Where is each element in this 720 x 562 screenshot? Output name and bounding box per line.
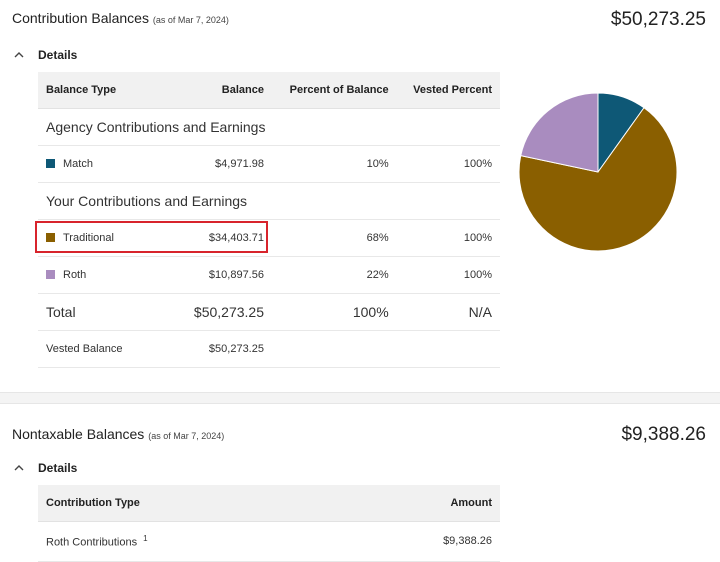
contribution-section-title: Contribution Balances (as of Mar 7, 2024… bbox=[12, 10, 229, 26]
table-row-match: Match $4,971.98 10% 100% bbox=[38, 145, 500, 183]
row-name: Roth bbox=[63, 268, 87, 281]
table-row-traditional: Traditional $34,403.71 68% 100% bbox=[38, 219, 500, 257]
row-balance: $4,971.98 bbox=[153, 145, 272, 183]
header-balance[interactable]: Balance bbox=[153, 72, 272, 109]
header-percent-of-balance[interactable]: Percent of Balance bbox=[271, 72, 397, 109]
row-vested: 100% bbox=[396, 145, 500, 183]
row-vested: 100% bbox=[396, 219, 500, 257]
contribution-title-text: Contribution Balances bbox=[12, 10, 149, 26]
pie-slice-roth[interactable] bbox=[520, 92, 599, 173]
header-contribution-type[interactable]: Contribution Type bbox=[38, 485, 336, 522]
group-row-agency: Agency Contributions and Earnings bbox=[38, 108, 500, 146]
vested-balance-value: $50,273.25 bbox=[153, 330, 272, 368]
nontaxable-balances-table: Contribution Type Amount Roth Contributi… bbox=[38, 485, 500, 562]
header-balance-type[interactable]: Balance Type bbox=[38, 72, 154, 109]
table-header-row: Contribution Type Amount bbox=[38, 485, 500, 522]
total-balance: $50,273.25 bbox=[153, 293, 272, 331]
nontaxable-section-title: Nontaxable Balances (as of Mar 7, 2024) bbox=[12, 426, 224, 442]
group-agency-label: Agency Contributions and Earnings bbox=[38, 108, 500, 146]
table-row-total: Total $50,273.25 100% N/A bbox=[38, 293, 500, 331]
row-balance: $10,897.56 bbox=[153, 256, 272, 294]
nontaxable-total: $9,388.26 bbox=[621, 424, 706, 445]
total-vested: N/A bbox=[396, 293, 500, 331]
row-percent: 10% bbox=[271, 145, 397, 183]
details-label: Details bbox=[38, 48, 78, 62]
nontaxable-details-toggle[interactable]: Details bbox=[14, 461, 77, 475]
total-label: Total bbox=[38, 293, 154, 331]
total-percent: 100% bbox=[271, 293, 397, 331]
contribution-details-toggle[interactable]: Details bbox=[14, 48, 77, 62]
table-header-row: Balance Type Balance Percent of Balance … bbox=[38, 72, 500, 109]
table-row-roth: Roth $10,897.56 22% 100% bbox=[38, 256, 500, 294]
nontaxable-title-text: Nontaxable Balances bbox=[12, 426, 145, 442]
contribution-pie-chart bbox=[518, 92, 678, 252]
section-divider bbox=[0, 392, 720, 404]
contribution-as-of: (as of Mar 7, 2024) bbox=[152, 15, 229, 25]
contribution-total: $50,273.25 bbox=[610, 9, 706, 30]
footnote-marker[interactable]: 1 bbox=[143, 533, 148, 543]
contribution-balances-table: Balance Type Balance Percent of Balance … bbox=[38, 72, 500, 368]
nontaxable-as-of: (as of Mar 7, 2024) bbox=[148, 431, 225, 441]
table-row-roth-contributions: Roth Contributions 1 $9,388.26 bbox=[38, 521, 500, 562]
row-vested: 100% bbox=[396, 256, 500, 294]
row-percent: 22% bbox=[271, 256, 397, 294]
row-name: Traditional bbox=[63, 231, 114, 244]
group-row-yours: Your Contributions and Earnings bbox=[38, 182, 500, 220]
match-swatch bbox=[46, 158, 55, 168]
group-yours-label: Your Contributions and Earnings bbox=[38, 182, 500, 220]
chevron-up-icon bbox=[14, 52, 24, 58]
row-name: Roth Contributions bbox=[46, 536, 138, 549]
pie-slice-traditional[interactable] bbox=[518, 107, 678, 252]
row-amount: $9,388.26 bbox=[335, 521, 500, 562]
chevron-up-icon bbox=[14, 465, 24, 471]
header-amount[interactable]: Amount bbox=[335, 485, 500, 522]
row-balance: $34,403.71 bbox=[153, 219, 272, 257]
vested-balance-label: Vested Balance bbox=[38, 330, 154, 368]
row-percent: 68% bbox=[271, 219, 397, 257]
traditional-swatch bbox=[46, 232, 55, 242]
row-name: Match bbox=[63, 157, 93, 170]
header-vested-percent[interactable]: Vested Percent bbox=[396, 72, 500, 109]
roth-swatch bbox=[46, 269, 55, 279]
table-row-vested-balance: Vested Balance $50,273.25 bbox=[38, 330, 500, 368]
traditional-highlight-box bbox=[35, 221, 268, 253]
details-label: Details bbox=[38, 461, 78, 475]
